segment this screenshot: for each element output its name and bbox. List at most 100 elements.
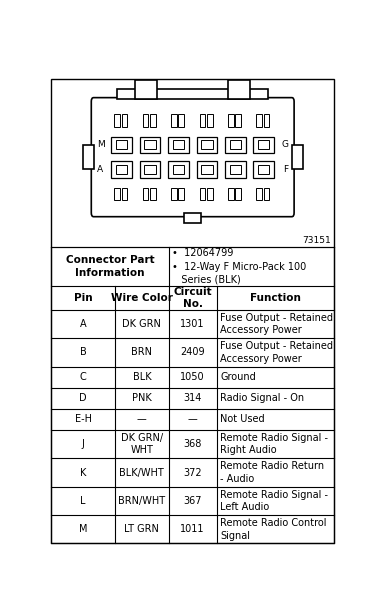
Bar — [173, 140, 184, 150]
Text: L: L — [80, 496, 86, 506]
Bar — [140, 161, 160, 178]
Text: Pin: Pin — [74, 293, 92, 303]
Text: DK GRN: DK GRN — [122, 319, 161, 329]
Text: 1011: 1011 — [180, 524, 205, 534]
Bar — [150, 114, 156, 127]
Text: Connector Part
Information: Connector Part Information — [66, 255, 154, 278]
Text: 73151: 73151 — [302, 236, 331, 245]
Text: —: — — [188, 415, 197, 424]
Text: 2409: 2409 — [180, 347, 205, 357]
Bar — [253, 137, 274, 153]
Bar — [114, 114, 120, 127]
Bar — [111, 137, 132, 153]
Text: BRN: BRN — [131, 347, 152, 357]
Text: K: K — [80, 468, 86, 477]
Bar — [256, 187, 262, 200]
Bar — [116, 165, 127, 174]
Text: C: C — [80, 372, 86, 382]
Text: M: M — [79, 524, 88, 534]
Text: 367: 367 — [183, 496, 202, 506]
Bar — [111, 161, 132, 178]
Bar — [228, 80, 250, 99]
Text: 372: 372 — [183, 468, 202, 477]
Bar — [150, 187, 156, 200]
Text: 368: 368 — [183, 439, 202, 449]
Text: BLK: BLK — [132, 372, 151, 382]
Bar — [114, 187, 120, 200]
Bar — [207, 187, 212, 200]
Bar — [225, 161, 246, 178]
Text: 314: 314 — [183, 393, 202, 403]
Bar — [144, 165, 156, 174]
Text: Wire Color: Wire Color — [111, 293, 173, 303]
Text: Fuse Output - Retained
Accessory Power: Fuse Output - Retained Accessory Power — [220, 341, 333, 363]
Bar — [258, 165, 269, 174]
Text: 1301: 1301 — [180, 319, 205, 329]
Bar — [235, 114, 241, 127]
Bar — [168, 161, 189, 178]
Bar — [200, 114, 205, 127]
Text: •  12064799
•  12-Way F Micro-Pack 100
   Series (BLK): • 12064799 • 12-Way F Micro-Pack 100 Ser… — [171, 248, 306, 285]
Text: E-H: E-H — [75, 415, 92, 424]
Bar — [264, 187, 269, 200]
Bar — [256, 114, 262, 127]
Bar — [230, 140, 241, 150]
Bar — [143, 187, 148, 200]
Bar — [201, 165, 212, 174]
Bar — [264, 114, 269, 127]
Bar — [253, 161, 274, 178]
Text: F: F — [283, 165, 288, 174]
Bar — [228, 114, 233, 127]
Bar — [168, 137, 189, 153]
Text: Not Used: Not Used — [220, 415, 265, 424]
Bar — [116, 140, 127, 150]
Text: LT GRN: LT GRN — [124, 524, 159, 534]
Bar — [292, 145, 303, 169]
Bar — [171, 114, 177, 127]
Text: 1050: 1050 — [180, 372, 205, 382]
Text: Remote Radio Control
Signal: Remote Radio Control Signal — [220, 518, 327, 540]
Bar — [144, 140, 156, 150]
FancyBboxPatch shape — [91, 97, 294, 217]
Bar — [83, 145, 94, 169]
Bar — [140, 137, 160, 153]
Bar — [228, 187, 233, 200]
Text: PNK: PNK — [132, 393, 152, 403]
Bar — [200, 187, 205, 200]
Text: DK GRN/
WHT: DK GRN/ WHT — [121, 433, 163, 455]
Bar — [207, 114, 212, 127]
Text: J: J — [82, 439, 85, 449]
Bar — [179, 187, 184, 200]
Bar — [122, 114, 127, 127]
Text: G: G — [281, 140, 288, 150]
Bar — [201, 140, 212, 150]
Text: BLK/WHT: BLK/WHT — [120, 468, 164, 477]
Text: —: — — [137, 415, 147, 424]
Text: B: B — [80, 347, 86, 357]
Text: A: A — [80, 319, 86, 329]
Text: Circuit
No.: Circuit No. — [173, 287, 212, 309]
Bar — [184, 213, 201, 224]
Bar — [197, 161, 217, 178]
Text: Remote Radio Return
- Audio: Remote Radio Return - Audio — [220, 461, 324, 484]
Bar — [197, 137, 217, 153]
Text: D: D — [79, 393, 87, 403]
Text: M: M — [97, 140, 105, 150]
Bar — [135, 80, 157, 99]
Text: Radio Signal - On: Radio Signal - On — [220, 393, 304, 403]
Text: Remote Radio Signal -
Right Audio: Remote Radio Signal - Right Audio — [220, 433, 328, 455]
Text: Remote Radio Signal -
Left Audio: Remote Radio Signal - Left Audio — [220, 490, 328, 512]
Bar — [235, 187, 241, 200]
Bar — [258, 140, 269, 150]
Bar — [122, 187, 127, 200]
Bar — [117, 89, 268, 99]
Text: Ground: Ground — [220, 372, 256, 382]
Text: A: A — [97, 165, 103, 174]
Bar — [225, 137, 246, 153]
Text: Fuse Output - Retained
Accessory Power: Fuse Output - Retained Accessory Power — [220, 313, 333, 335]
Bar — [230, 165, 241, 174]
Text: Function: Function — [250, 293, 301, 303]
Bar — [179, 114, 184, 127]
Bar — [143, 114, 148, 127]
Bar — [171, 187, 177, 200]
